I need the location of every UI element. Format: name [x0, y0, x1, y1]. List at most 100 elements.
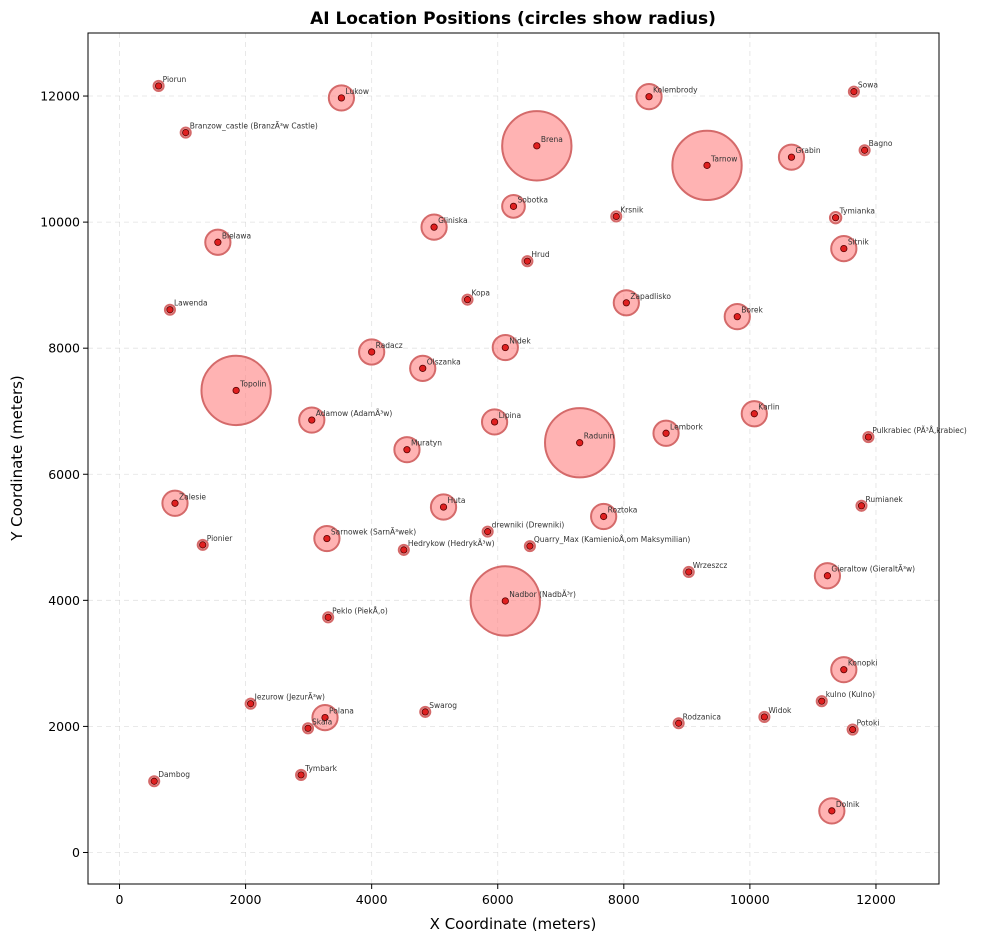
- location-point: [199, 541, 207, 549]
- x-tick-label: 8000: [608, 892, 640, 907]
- location-label: Jezurow (JezurÃ³w): [254, 693, 325, 702]
- location-point: [400, 546, 408, 554]
- location-label: Topolin: [239, 379, 266, 388]
- location-point: [463, 296, 472, 304]
- location-label: Tarnow: [710, 154, 737, 163]
- location-label: Grabin: [795, 146, 820, 155]
- y-axis-label: Y Coordinate (meters): [8, 375, 26, 542]
- location-point: [421, 708, 429, 716]
- location-point: [612, 212, 620, 221]
- location-label: Dambog: [158, 770, 190, 779]
- location-label: Peklo (PiekÅ‚o): [332, 606, 388, 615]
- y-axis-ticks: 0 2000 4000 6000 8000 10000 12000: [40, 89, 88, 860]
- location-point: [850, 88, 858, 96]
- location-point: [439, 503, 448, 511]
- location-point: [818, 697, 826, 705]
- location-point: [155, 82, 163, 90]
- location-points: [150, 82, 872, 815]
- location-label: Bagno: [869, 139, 893, 148]
- location-label: Gliniska: [438, 216, 468, 225]
- location-point: [849, 725, 857, 734]
- location-point: [733, 313, 741, 321]
- location-point: [622, 299, 630, 307]
- location-label: Nidek: [509, 337, 531, 346]
- location-point: [501, 343, 509, 352]
- location-point: [501, 597, 509, 605]
- location-point: [232, 386, 240, 395]
- location-label: Borek: [741, 306, 763, 315]
- location-label: Konopki: [848, 659, 878, 668]
- location-label: Nadbor (NadbÃ³r): [509, 590, 576, 599]
- location-point: [321, 713, 329, 722]
- location-label: Kolembrody: [653, 86, 698, 95]
- location-label: Gieraltow (GieraltÃ³w): [831, 565, 915, 574]
- location-point: [297, 771, 305, 779]
- location-label: Quarry_Max (KamienioÅ‚om Maksymilian): [534, 535, 691, 544]
- location-label: Widok: [768, 706, 792, 715]
- location-point: [840, 244, 848, 253]
- y-tick-label: 4000: [48, 593, 80, 608]
- chart-title: AI Location Positions (circles show radi…: [310, 9, 716, 29]
- location-label: Zapadlisko: [630, 292, 671, 301]
- location-label: Tymbark: [304, 764, 338, 773]
- y-tick-label: 8000: [48, 341, 80, 356]
- location-label: Sarnowek (SarnÃ³wek): [331, 528, 416, 537]
- location-point: [324, 613, 332, 621]
- location-point: [171, 499, 179, 507]
- location-label: Hedrykow (HedrykÃ³w): [408, 539, 495, 548]
- location-label: Lukow: [345, 87, 369, 96]
- location-point: [403, 446, 411, 454]
- location-point: [832, 214, 840, 222]
- y-tick-label: 12000: [40, 89, 80, 104]
- location-label: Polana: [329, 707, 354, 716]
- location-label: Swarog: [429, 701, 457, 710]
- location-label: Krsnik: [620, 205, 644, 214]
- location-point: [600, 512, 608, 521]
- location-label: Hrud: [531, 250, 549, 259]
- y-tick-label: 2000: [48, 719, 80, 734]
- location-label: Tymianka: [839, 207, 875, 216]
- location-point: [703, 161, 711, 169]
- x-tick-label: 4000: [356, 892, 388, 907]
- location-point: [645, 93, 653, 101]
- radius-circles: [148, 79, 875, 825]
- location-point: [750, 410, 758, 418]
- location-label: drewniki (Drewniki): [492, 521, 565, 530]
- x-tick-label: 6000: [482, 892, 514, 907]
- x-tick-label: 2000: [230, 892, 262, 907]
- location-point: [857, 502, 866, 510]
- location-point: [823, 572, 832, 580]
- location-label: Wrzeszcz: [693, 561, 728, 570]
- location-point: [533, 142, 541, 150]
- location-label: Dolnik: [836, 800, 860, 809]
- location-point: [760, 713, 768, 721]
- location-label: Lipina: [499, 411, 521, 420]
- location-point: [840, 666, 848, 674]
- point-labels: Piorun Lukow Kolembrody Sowa Branzow_castle …: [158, 75, 967, 809]
- location-point: [368, 348, 376, 356]
- x-axis-label: X Coordinate (meters): [430, 915, 597, 933]
- location-point: [864, 433, 872, 441]
- location-label: Rodzanica: [683, 712, 721, 721]
- location-point: [526, 542, 534, 550]
- location-label: Kopa: [471, 289, 490, 298]
- location-label: kulno (Kulno): [826, 690, 875, 699]
- location-label: Radacz: [376, 341, 403, 350]
- location-label: Skala: [312, 717, 332, 726]
- location-point: [323, 534, 331, 543]
- x-tick-label: 10000: [730, 892, 770, 907]
- location-label: Sobotka: [518, 195, 548, 204]
- location-label: Piorun: [163, 75, 187, 84]
- plot-frame: [87, 32, 940, 885]
- location-label: Pionier: [207, 534, 233, 543]
- location-point: [787, 153, 796, 161]
- location-point: [576, 439, 584, 447]
- location-point: [509, 202, 518, 210]
- location-label: Zalesie: [179, 492, 206, 501]
- location-label: Karlin: [758, 403, 780, 412]
- location-label: Potoki: [857, 719, 880, 728]
- location-label: Sowa: [858, 81, 878, 90]
- location-label: Muratyn: [411, 439, 442, 448]
- location-point: [662, 429, 670, 437]
